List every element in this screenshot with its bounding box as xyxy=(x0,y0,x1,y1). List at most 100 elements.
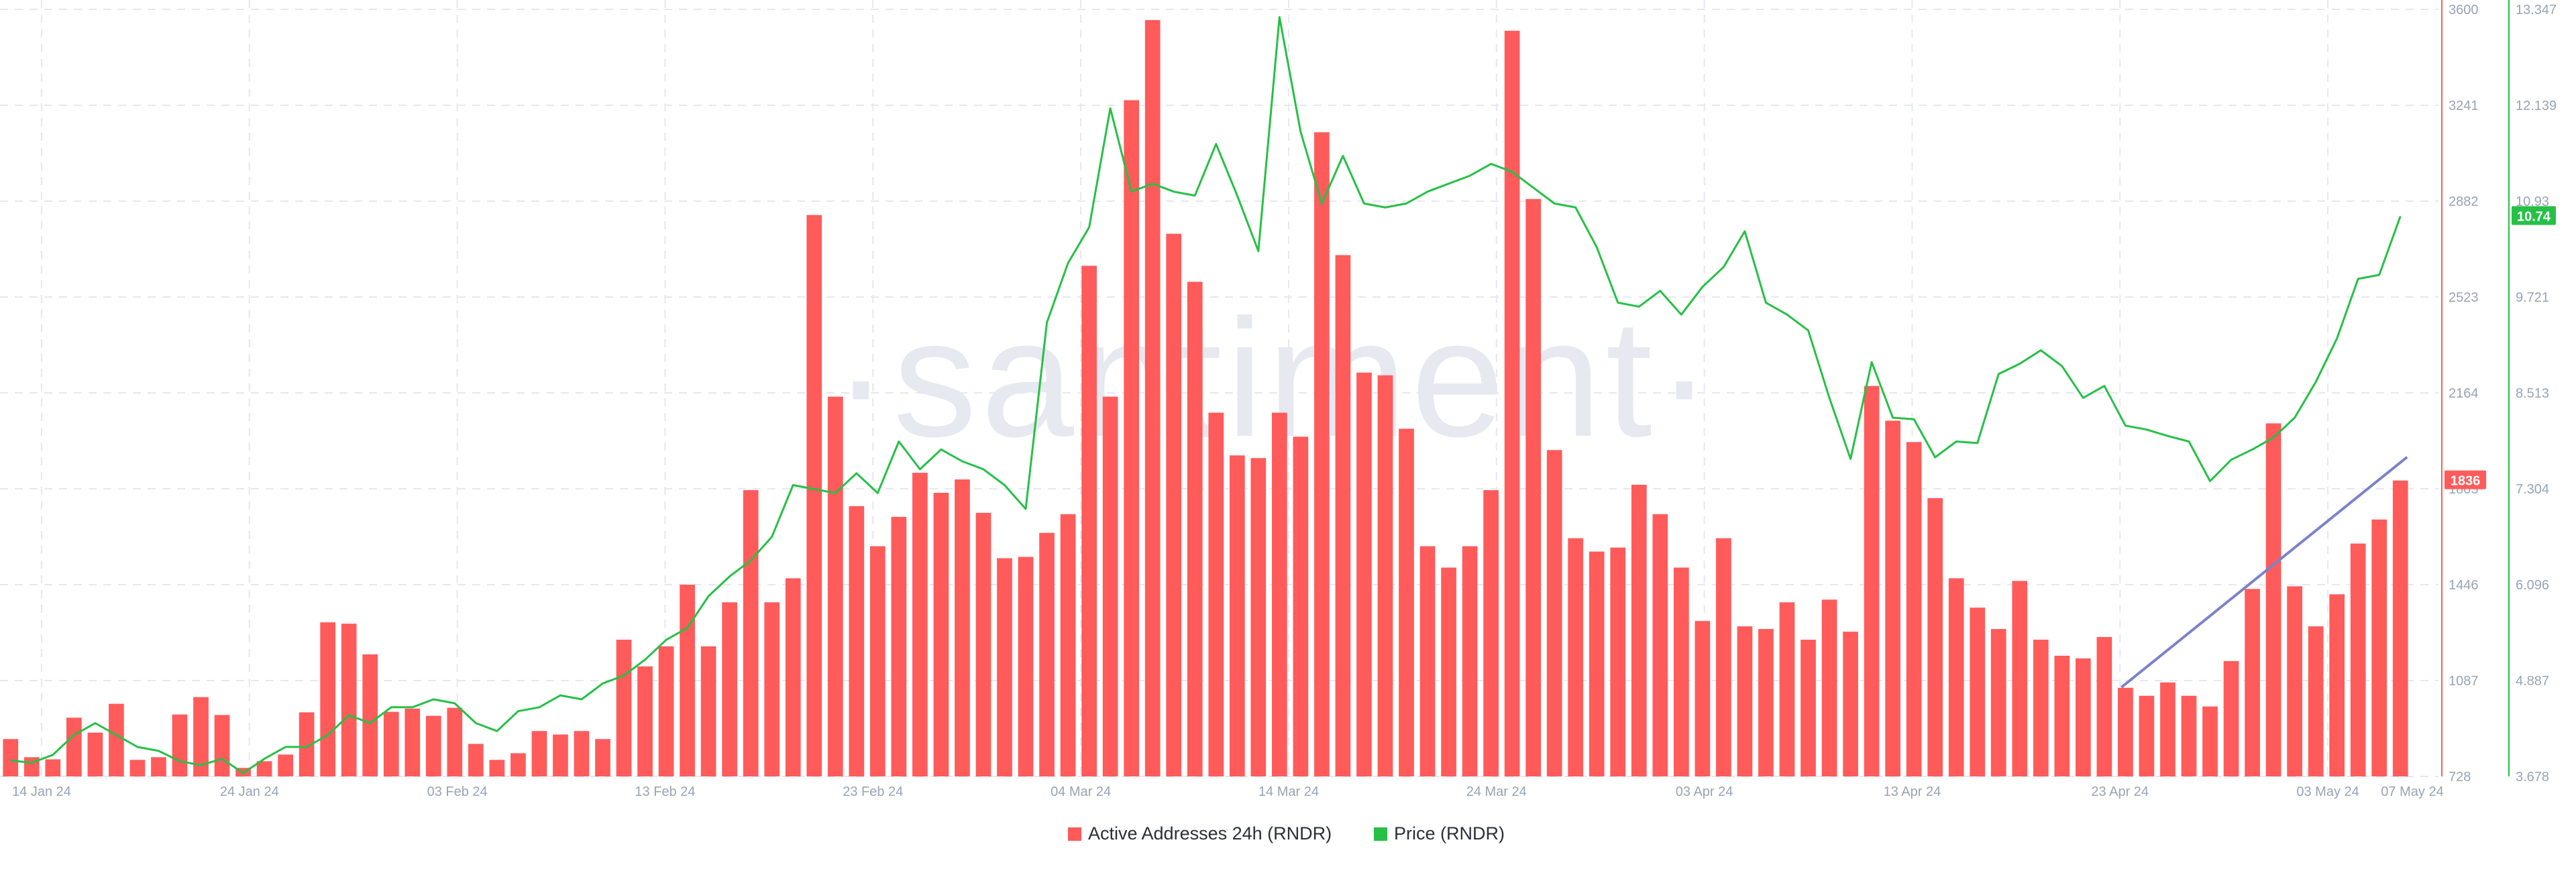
y-tick-label-price: 12.139 xyxy=(2516,99,2557,113)
x-tick-label: 03 May 24 xyxy=(2296,784,2359,799)
active-addresses-bar xyxy=(659,646,674,776)
active-addresses-bar xyxy=(1737,626,1753,776)
addresses-value-badge-text: 1836 xyxy=(2451,474,2481,489)
active-addresses-bar xyxy=(109,704,124,776)
legend-item[interactable]: Price (RNDR) xyxy=(1374,823,1505,843)
active-addresses-bar xyxy=(2202,707,2218,776)
y-tick-label-addresses: 1446 xyxy=(2449,578,2479,593)
active-addresses-bar xyxy=(722,602,737,776)
price-value-badge-text: 10.74 xyxy=(2517,209,2551,224)
active-addresses-bar xyxy=(215,715,230,776)
active-addresses-bar xyxy=(2033,640,2049,776)
active-addresses-bar xyxy=(595,739,610,776)
legend-swatch xyxy=(1068,827,1081,841)
legend-label: Active Addresses 24h (RNDR) xyxy=(1088,823,1332,843)
axes: 728108714461805216425232882324136003.678… xyxy=(2442,0,2557,784)
x-tick-label: 24 Jan 24 xyxy=(220,784,279,799)
x-tick-label: 13 Feb 24 xyxy=(635,784,695,799)
active-addresses-bar xyxy=(1018,557,1034,776)
x-tick-label: 24 Mar 24 xyxy=(1466,784,1527,799)
active-addresses-bar xyxy=(1885,420,1900,776)
active-addresses-bar xyxy=(1695,621,1711,776)
active-addresses-bar xyxy=(1927,498,1943,776)
active-addresses-bar xyxy=(1420,546,1436,776)
active-addresses-bar xyxy=(2351,544,2366,776)
active-addresses-bar xyxy=(511,753,526,776)
y-tick-label-price: 7.304 xyxy=(2516,482,2549,497)
legend-swatch xyxy=(1374,827,1387,841)
active-addresses-bar xyxy=(892,517,907,776)
active-addresses-bar xyxy=(1716,538,1731,776)
active-addresses-bar xyxy=(2308,626,2324,776)
active-addresses-bar xyxy=(2266,423,2282,776)
y-tick-label-addresses: 2164 xyxy=(2449,386,2479,401)
legend-label: Price (RNDR) xyxy=(1394,823,1505,843)
y-tick-label-addresses: 728 xyxy=(2449,770,2471,784)
active-addresses-bar xyxy=(764,602,780,776)
active-addresses-bar xyxy=(532,731,547,776)
active-addresses-bar xyxy=(1356,373,1372,776)
y-tick-label-addresses: 2882 xyxy=(2449,194,2479,209)
active-addresses-bar xyxy=(66,717,82,776)
active-addresses-bar xyxy=(786,578,801,776)
active-addresses-bar xyxy=(1166,234,1181,776)
active-addresses-bar xyxy=(1674,568,1689,776)
active-addresses-bar xyxy=(1124,100,1139,776)
active-addresses-bar xyxy=(1230,455,1245,776)
active-addresses-bar xyxy=(130,760,146,776)
y-tick-label-addresses: 2523 xyxy=(2449,290,2479,305)
active-addresses-bar xyxy=(1631,485,1647,776)
x-tick-label: 03 Apr 24 xyxy=(1676,784,1733,799)
active-addresses-bar xyxy=(680,585,695,776)
active-addresses-bar xyxy=(2371,520,2387,776)
active-addresses-bar xyxy=(743,490,759,776)
active-addresses-bar xyxy=(1208,412,1224,776)
active-addresses-bar xyxy=(278,754,293,776)
active-addresses-bar xyxy=(1462,546,1478,776)
active-addresses-bar xyxy=(2287,586,2302,776)
last-value-badges: 1836 10.74 xyxy=(2445,206,2556,489)
x-tick-label: 04 Mar 24 xyxy=(1051,784,1111,799)
active-addresses-bar xyxy=(870,546,885,776)
active-addresses-bar xyxy=(405,709,420,776)
active-addresses-bar xyxy=(2182,696,2197,776)
active-addresses-bar xyxy=(1991,629,2006,776)
active-addresses-bar xyxy=(320,622,335,776)
active-addresses-bar xyxy=(2329,594,2345,776)
legend-item[interactable]: Active Addresses 24h (RNDR) xyxy=(1068,823,1332,843)
active-addresses-bar xyxy=(490,760,505,776)
active-addresses-bar xyxy=(1039,533,1055,776)
active-addresses-bar xyxy=(172,715,188,776)
active-addresses-bar xyxy=(1250,458,1266,776)
active-addresses-bar xyxy=(1441,568,1456,776)
x-tick-label: 03 Feb 24 xyxy=(427,784,488,799)
active-addresses-bar xyxy=(151,757,166,776)
active-addresses-bar xyxy=(1483,490,1499,776)
active-addresses-bar xyxy=(1547,450,1562,776)
active-addresses-bar xyxy=(616,640,632,776)
active-addresses-bar xyxy=(1103,397,1118,776)
active-addresses-bar xyxy=(1758,629,1774,776)
active-addresses-bar xyxy=(2139,696,2155,776)
active-addresses-bar xyxy=(1505,31,1520,776)
active-addresses-bar xyxy=(1822,599,1837,776)
active-addresses-bar xyxy=(1293,436,1309,776)
active-addresses-bar xyxy=(384,712,399,776)
active-addresses-bar xyxy=(447,708,462,776)
x-tick-label: 14 Mar 24 xyxy=(1258,784,1319,799)
y-tick-label-addresses: 3241 xyxy=(2449,99,2479,113)
active-addresses-bar xyxy=(574,731,590,776)
active-addresses-bar xyxy=(3,739,18,776)
active-addresses-bar xyxy=(1314,132,1330,776)
active-addresses-bar xyxy=(955,479,970,776)
active-addresses-bar xyxy=(2245,589,2260,776)
active-addresses-bar xyxy=(2224,661,2239,776)
active-addresses-bar xyxy=(468,744,484,776)
active-addresses-bar xyxy=(1378,375,1393,776)
y-tick-label-price: 3.678 xyxy=(2516,770,2549,784)
active-addresses-bar xyxy=(637,666,653,776)
active-addresses-bar xyxy=(1843,632,1858,776)
